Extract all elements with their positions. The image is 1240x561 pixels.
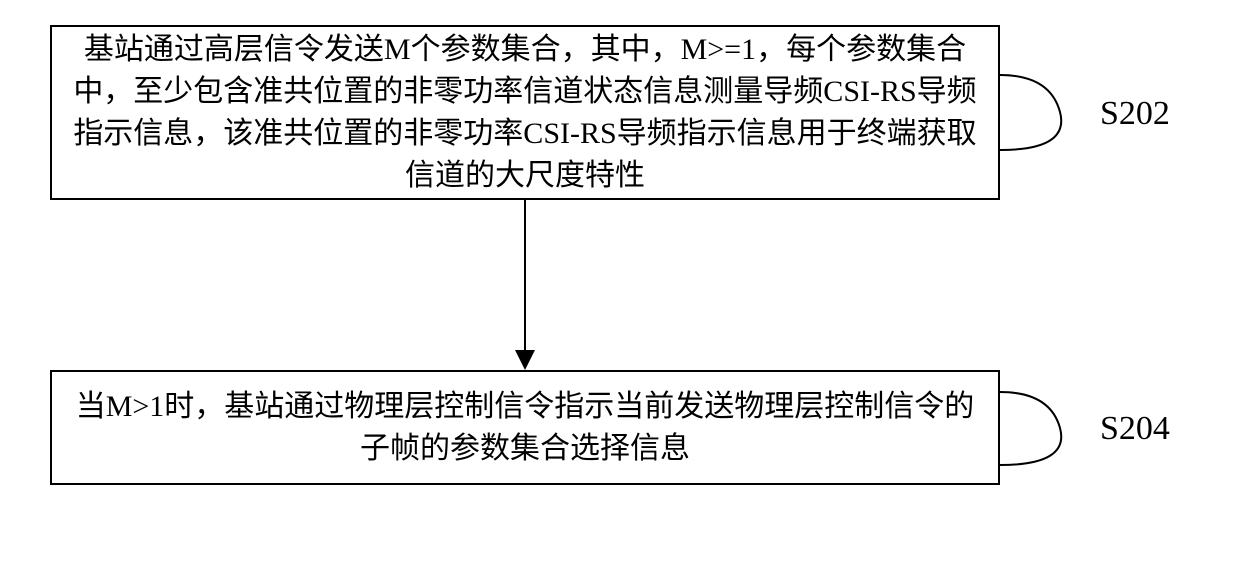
flow-box-1: 基站通过高层信令发送M个参数集合，其中，M>=1，每个参数集合中，至少包含准共位… xyxy=(50,25,1000,200)
flow-box-1-text: 基站通过高层信令发送M个参数集合，其中，M>=1，每个参数集合中，至少包含准共位… xyxy=(72,29,978,197)
arrow-line xyxy=(524,200,526,355)
arrow-head xyxy=(515,350,535,370)
connector-1 xyxy=(1000,70,1100,155)
connector-2 xyxy=(1000,390,1100,470)
step-label-s202: S202 xyxy=(1100,95,1170,133)
step-label-s204: S204 xyxy=(1100,410,1170,448)
flow-box-2-text: 当M>1时，基站通过物理层控制信令指示当前发送物理层控制信令的子帧的参数集合选择… xyxy=(72,386,978,470)
flow-box-2: 当M>1时，基站通过物理层控制信令指示当前发送物理层控制信令的子帧的参数集合选择… xyxy=(50,370,1000,485)
flowchart-container: 基站通过高层信令发送M个参数集合，其中，M>=1，每个参数集合中，至少包含准共位… xyxy=(0,0,1240,561)
